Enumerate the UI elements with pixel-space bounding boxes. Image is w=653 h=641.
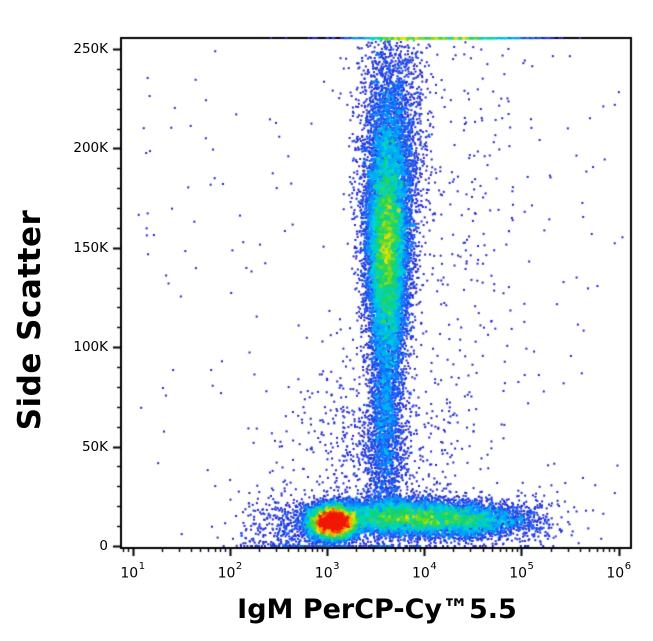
x-tick-base: 10 — [314, 565, 333, 582]
x-tick-base: 10 — [411, 565, 430, 582]
x-tick-exponent: 2 — [235, 561, 243, 572]
x-tick-label: 105 — [509, 561, 534, 582]
y-tick-label: 150K — [73, 239, 108, 256]
x-tick-base: 10 — [606, 565, 625, 582]
y-tick-label: 200K — [73, 140, 108, 157]
y-tick-label: 100K — [73, 339, 108, 356]
x-tick-label: 106 — [606, 561, 632, 582]
x-tick-exponent: 5 — [527, 561, 534, 572]
x-tick-label: 101 — [120, 561, 146, 582]
x-tick-exponent: 6 — [624, 561, 632, 572]
y-tick-label: 50K — [81, 438, 108, 455]
x-tick-label: 104 — [411, 561, 437, 582]
x-tick-exponent: 4 — [430, 561, 437, 572]
x-tick-label: 103 — [314, 561, 340, 582]
x-tick-exponent: 3 — [333, 561, 340, 572]
y-tick-label: 250K — [73, 41, 108, 57]
y-tick-label: 0 — [99, 538, 108, 554]
x-tick-base: 10 — [120, 565, 139, 582]
x-tick-label: 102 — [217, 561, 243, 582]
x-tick-base: 10 — [509, 565, 528, 582]
x-tick-exponent: 1 — [138, 561, 146, 572]
x-tick-base: 10 — [217, 565, 236, 582]
y-axis-title: Side Scatter — [12, 209, 48, 431]
x-axis-title: IgM PerCP-Cy™5.5 — [237, 594, 517, 625]
